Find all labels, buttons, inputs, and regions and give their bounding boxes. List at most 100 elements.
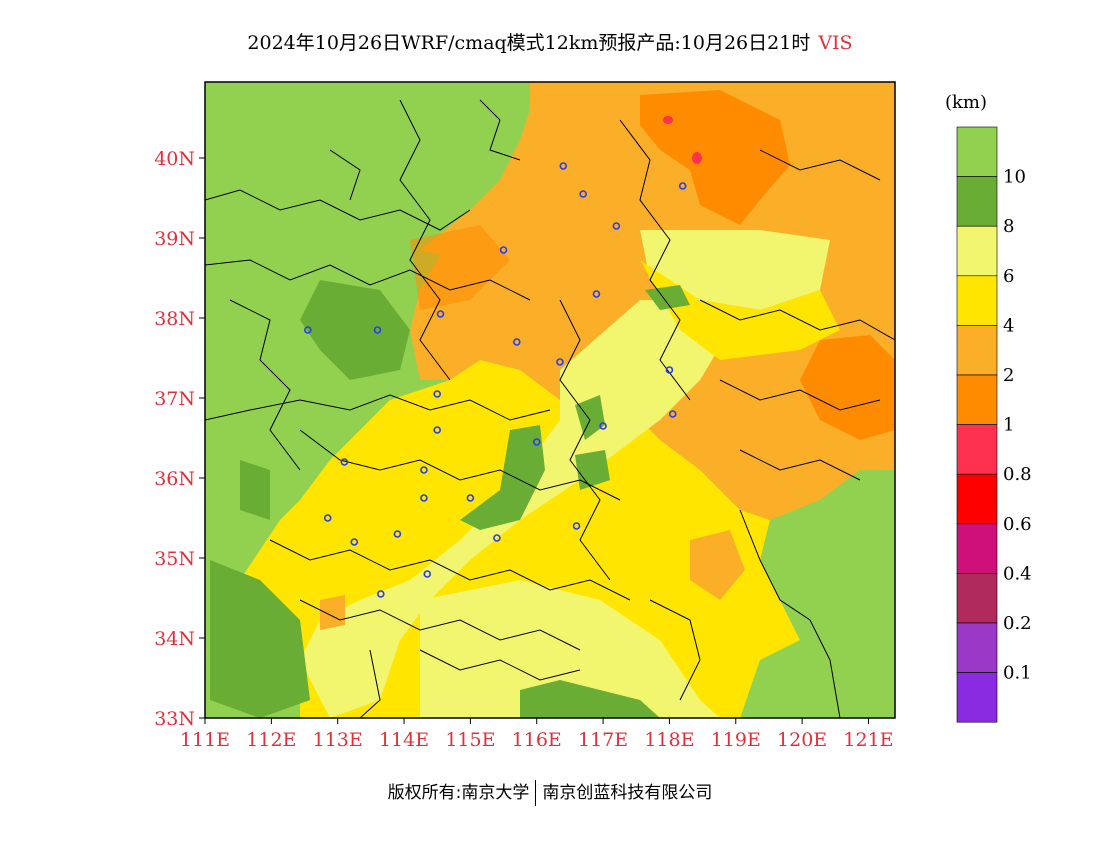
- latitude-axis: 40N 39N 38N 37N 36N 35N 34N 33N: [154, 148, 205, 730]
- station-marker: [678, 182, 687, 190]
- station-marker: [556, 358, 564, 366]
- legend-swatch: [956, 325, 998, 376]
- station-marker: [668, 410, 677, 418]
- legend-swatch: [956, 622, 998, 673]
- legend-swatch: [956, 573, 998, 624]
- station-marker: [377, 590, 385, 598]
- lon-tick-label: 120E: [777, 729, 827, 751]
- lat-tick-label: 40N: [154, 148, 195, 170]
- dark-green-c4: [645, 285, 690, 310]
- lon-tick-label: 114E: [379, 729, 429, 751]
- station-marker: [423, 570, 432, 578]
- dark-green-central: [460, 425, 545, 530]
- lon-tick-label: 115E: [445, 729, 495, 751]
- station-marker: [532, 438, 541, 446]
- pale-yellow-northeast: [640, 230, 830, 310]
- orange-patch-sw: [320, 595, 345, 630]
- legend-label: 0.8: [1003, 464, 1032, 485]
- red-spot-1: [663, 116, 673, 124]
- dark-green-c3: [575, 450, 610, 490]
- legend-label: 0.2: [1003, 613, 1032, 634]
- pale-yellow-south: [420, 580, 720, 718]
- station-marker: [340, 458, 349, 466]
- lat-tick-label: 36N: [154, 468, 195, 490]
- legend-label: 8: [1003, 216, 1014, 237]
- legend-colorbar: [956, 126, 998, 723]
- dark-green-sw2: [240, 460, 270, 520]
- legend-swatch: [956, 225, 998, 277]
- station-marker: [436, 310, 445, 318]
- station-marker: [572, 522, 581, 530]
- lat-tick-label: 34N: [154, 628, 195, 650]
- station-marker: [612, 222, 621, 230]
- lon-tick-label: 113E: [313, 729, 363, 751]
- legend-label: 0.1: [1003, 663, 1032, 684]
- station-marker: [513, 338, 521, 346]
- lat-tick-label: 37N: [154, 388, 195, 410]
- station-marker: [393, 530, 402, 538]
- yellow-band-ne: [640, 260, 840, 360]
- map-title: 2024年10月26日WRF/cmaq模式12km预报产品:10月26日21时 V…: [0, 28, 1100, 55]
- legend-swatch: [956, 374, 998, 425]
- footer: 版权所有:南京大学 南京创蓝科技有限公司: [0, 778, 1100, 806]
- legend-label: 6: [1003, 266, 1014, 287]
- lon-tick-label: 112E: [246, 729, 296, 751]
- lon-tick-label: 121E: [843, 729, 893, 751]
- station-marker: [493, 534, 501, 542]
- station-marker: [323, 514, 332, 522]
- lon-tick-label: 119E: [711, 729, 761, 751]
- lon-tick-label: 118E: [644, 729, 694, 751]
- legend-label: 4: [1003, 315, 1014, 336]
- station-marker: [350, 538, 359, 546]
- legend-label: 10: [1003, 167, 1026, 188]
- map-frame: [204, 81, 896, 719]
- lat-tick-label: 38N: [154, 308, 195, 330]
- legend-label: 0.4: [1003, 563, 1032, 584]
- station-marker: [373, 326, 382, 334]
- lon-tick-label: 116E: [512, 729, 562, 751]
- map-title-variable: VIS: [818, 32, 853, 54]
- legend-label: 1: [1003, 415, 1014, 436]
- longitude-axis: 111E 112E 113E 114E 115E 116E 117E 118E 119E 120E…: [180, 718, 894, 751]
- station-marker: [433, 390, 442, 398]
- lon-tick-label: 111E: [180, 729, 230, 751]
- lat-tick-label: 33N: [154, 708, 195, 730]
- station-marker: [420, 466, 428, 474]
- lat-tick-label: 35N: [154, 548, 195, 570]
- legend-swatch: [956, 473, 998, 525]
- red-spot-2: [692, 152, 702, 164]
- station-marker: [599, 422, 607, 430]
- legend-unit: (km): [945, 92, 987, 113]
- station-marker: [420, 494, 428, 502]
- dark-green-s: [520, 680, 660, 718]
- legend-swatch: [956, 424, 998, 475]
- dark-green-c2: [575, 395, 605, 440]
- legend-swatch: [956, 275, 998, 326]
- station-marker: [433, 426, 442, 434]
- station-markers: [304, 162, 687, 598]
- dark-green-west: [300, 280, 410, 380]
- lon-tick-label: 117E: [578, 729, 628, 751]
- station-marker: [466, 494, 475, 502]
- legend-swatch: [956, 176, 998, 227]
- sea-zone-se: [760, 470, 895, 718]
- orange-patch-se: [690, 530, 745, 600]
- station-marker: [304, 326, 312, 334]
- station-marker: [592, 290, 601, 298]
- lat-tick-label: 39N: [154, 228, 195, 250]
- legend-labels: 10 8 6 4 2 1 0.8 0.6 0.4 0.2 0.1: [1003, 167, 1032, 684]
- footer-company: 南京创蓝科技有限公司: [542, 783, 713, 803]
- dark-orange-north: [640, 90, 790, 225]
- footer-copyright: 版权所有:南京大学: [387, 783, 530, 803]
- boundary-lines: [205, 99, 895, 718]
- dark-orange-central: [410, 225, 510, 310]
- station-marker: [665, 366, 674, 374]
- footer-separator: [535, 780, 537, 806]
- legend-swatch: [956, 523, 998, 574]
- legend-swatch: [956, 672, 998, 723]
- station-marker: [559, 162, 568, 170]
- dark-green-sw: [210, 560, 310, 718]
- map-title-main: 2024年10月26日WRF/cmaq模式12km预报产品:10月26日21时: [247, 32, 811, 54]
- legend-swatch: [956, 126, 998, 177]
